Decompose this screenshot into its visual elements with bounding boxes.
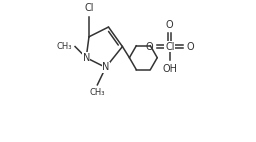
- Text: O: O: [166, 20, 174, 30]
- Text: CH₃: CH₃: [90, 88, 105, 97]
- Text: OH: OH: [162, 63, 177, 74]
- Text: N: N: [102, 62, 109, 72]
- Text: N: N: [82, 53, 90, 63]
- Text: O: O: [187, 42, 194, 52]
- Text: O: O: [145, 42, 153, 52]
- Text: Cl: Cl: [84, 3, 94, 13]
- Text: CH₃: CH₃: [57, 42, 72, 51]
- Text: Cl: Cl: [165, 42, 175, 52]
